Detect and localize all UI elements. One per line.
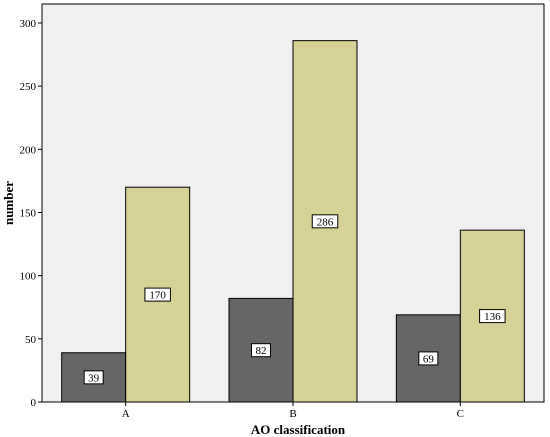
data-label-box [83, 370, 104, 385]
data-label-box [479, 309, 506, 324]
y-tick-label: 50 [25, 334, 37, 346]
data-label-box [311, 214, 339, 229]
data-label: 69 [423, 353, 435, 365]
x-axis-title: AO classification [251, 422, 346, 437]
data-label: 170 [149, 290, 166, 302]
data-label-box [418, 351, 439, 366]
y-axis-title: number [1, 181, 16, 225]
y-tick-label: 300 [20, 18, 37, 30]
y-tick-label: 250 [20, 81, 37, 93]
y-tick-label: 150 [20, 207, 37, 219]
y-axis: 0 50 100 150 200 250 300 [20, 18, 42, 409]
y-tick-label: 100 [20, 271, 37, 283]
x-tick-label: B [289, 408, 296, 420]
data-label-box [251, 343, 271, 358]
x-tick-label: A [122, 408, 130, 420]
y-tick-label: 0 [31, 397, 37, 409]
x-tick-label: C [457, 408, 464, 420]
data-labels: 39 170 82 286 69 136 [83, 214, 506, 385]
x-axis: A B C [122, 402, 464, 420]
data-label-box [144, 287, 171, 302]
data-label: 82 [256, 345, 267, 357]
data-label: 39 [88, 372, 100, 384]
data-label: 136 [484, 311, 501, 323]
y-tick-label: 200 [20, 144, 37, 156]
data-label: 286 [317, 216, 334, 228]
